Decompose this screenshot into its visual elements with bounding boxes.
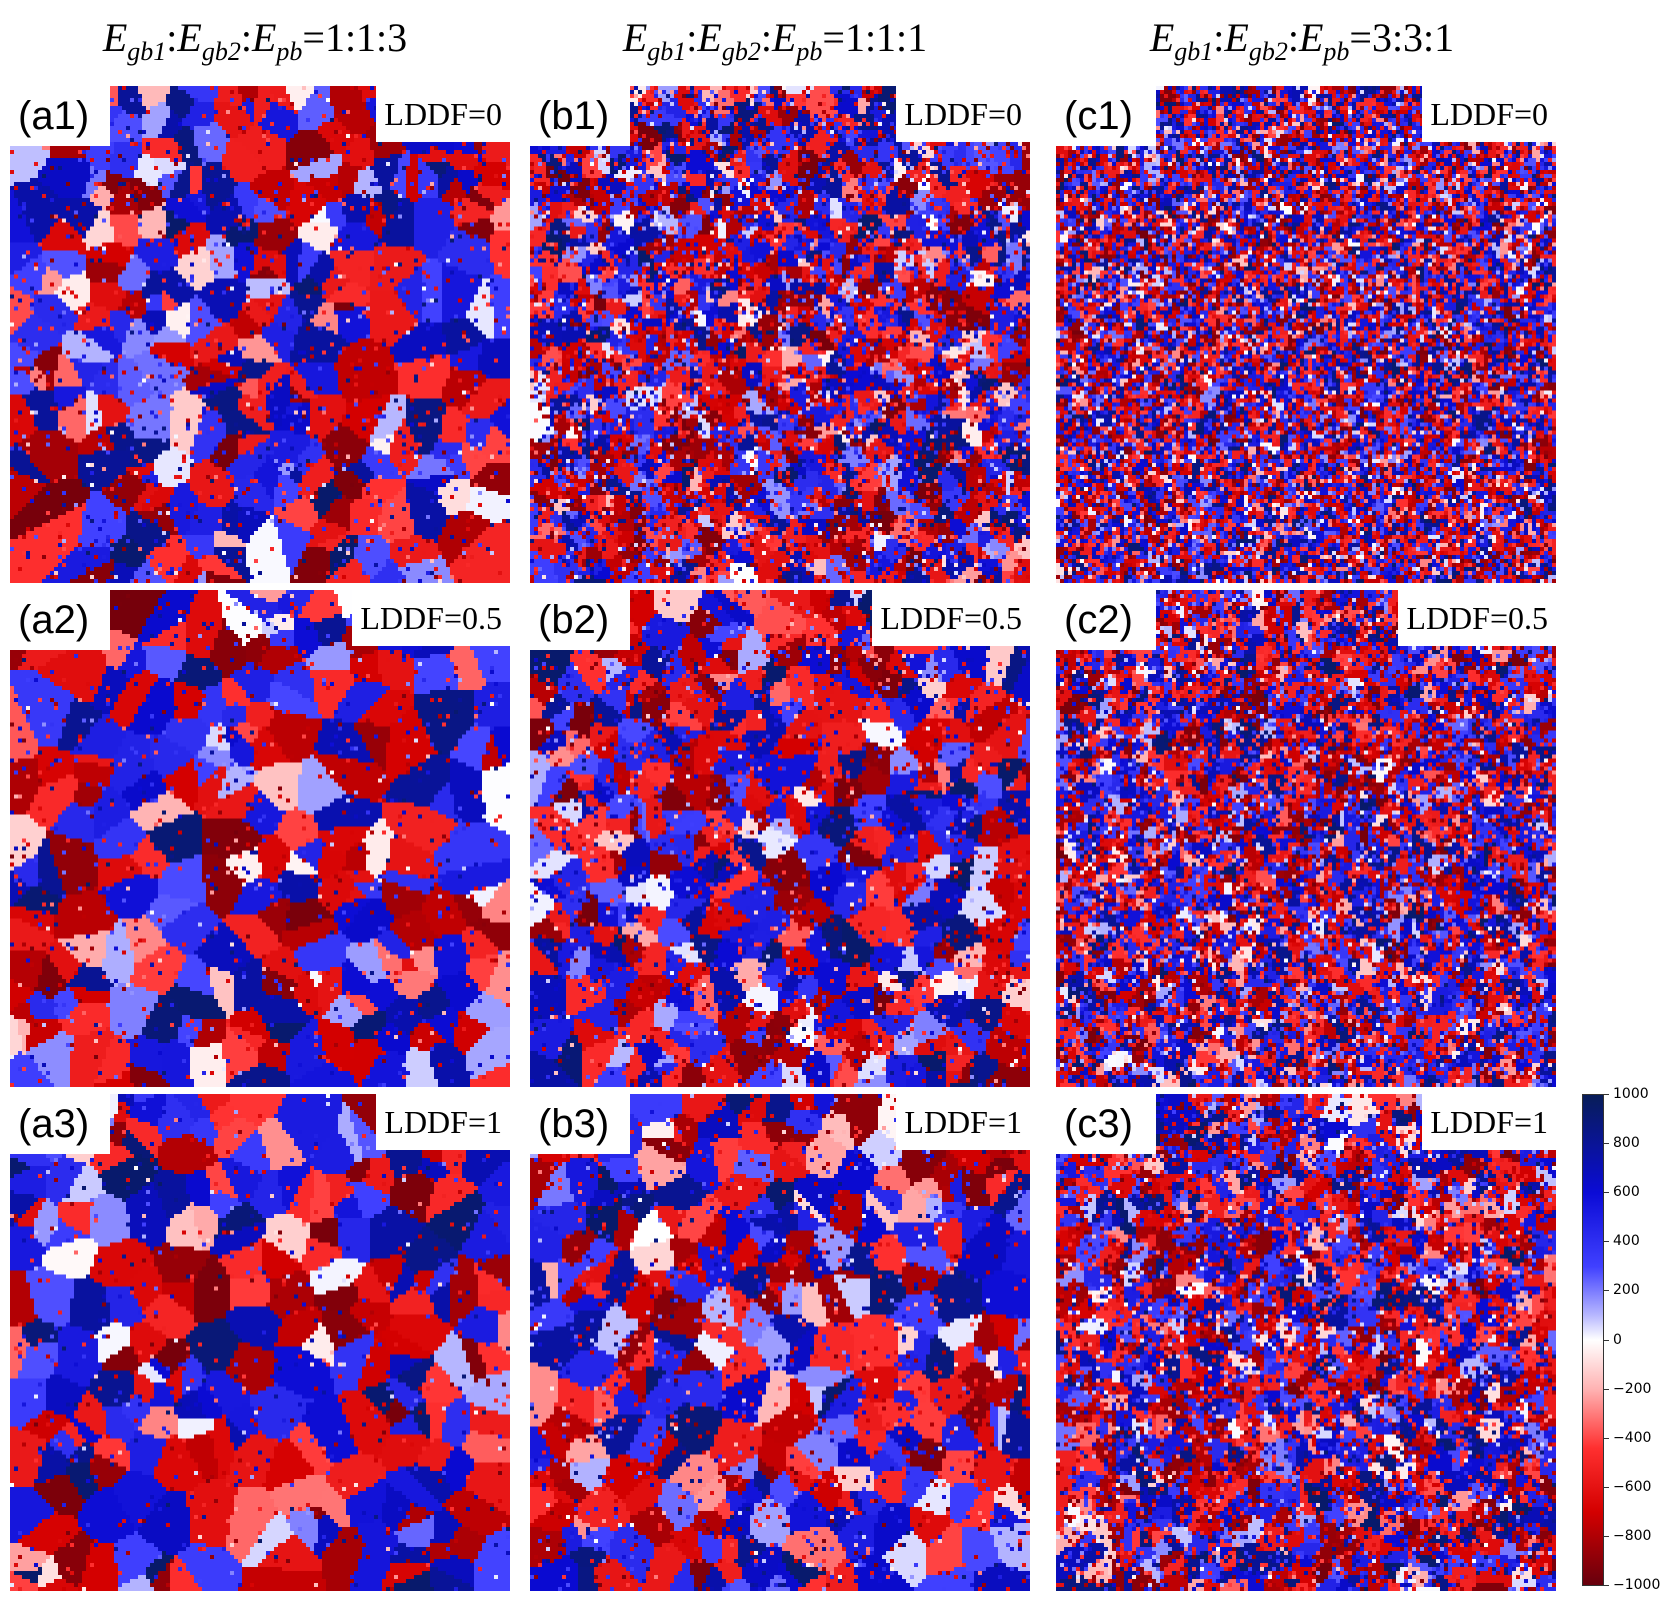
lddf-label: LDDF=0.5 bbox=[352, 590, 510, 646]
heatmap-c1 bbox=[1056, 86, 1556, 583]
colorbar-tick: −200 bbox=[1604, 1381, 1651, 1397]
panel-label: (b3) bbox=[530, 1094, 630, 1154]
heatmap-b1 bbox=[530, 86, 1030, 583]
panel-label: (a2) bbox=[10, 590, 110, 650]
panel-b1: (b1) LDDF=0 bbox=[530, 86, 1030, 583]
heatmap-b2 bbox=[530, 590, 1030, 1087]
panel-c1: (c1) LDDF=0 bbox=[1056, 86, 1556, 583]
panel-label: (c3) bbox=[1056, 1094, 1156, 1154]
lddf-label: LDDF=1 bbox=[1422, 1094, 1556, 1150]
colorbar-tick: 1000 bbox=[1604, 1086, 1649, 1102]
panel-a1: (a1) LDDF=0 bbox=[10, 86, 510, 583]
column-title-1: Egb1:Egb2:Epb=1:1:3 bbox=[102, 15, 408, 66]
lddf-label: LDDF=1 bbox=[376, 1094, 510, 1150]
colorbar-tick: −800 bbox=[1604, 1528, 1651, 1544]
column-title-2: Egb1:Egb2:Epb=1:1:1 bbox=[622, 15, 928, 66]
colorbar-tick: −400 bbox=[1604, 1430, 1651, 1446]
colorbar-tick: 600 bbox=[1604, 1184, 1640, 1200]
panel-c3: (c3) LDDF=1 bbox=[1056, 1094, 1556, 1591]
column-title-3: Egb1:Egb2:Epb=3:3:1 bbox=[1149, 15, 1455, 66]
panel-label: (b2) bbox=[530, 590, 630, 650]
heatmap-a2 bbox=[10, 590, 510, 1087]
colorbar-tick: −600 bbox=[1604, 1479, 1651, 1495]
colorbar-tick: 0 bbox=[1604, 1332, 1622, 1348]
panel-b3: (b3) LDDF=1 bbox=[530, 1094, 1030, 1591]
panel-a2: (a2) LDDF=0.5 bbox=[10, 590, 510, 1087]
panel-label: (a1) bbox=[10, 86, 110, 146]
lddf-label: LDDF=0.5 bbox=[1398, 590, 1556, 646]
panel-b2: (b2) LDDF=0.5 bbox=[530, 590, 1030, 1087]
lddf-label: LDDF=0 bbox=[896, 86, 1030, 142]
colorbar-tick: −1000 bbox=[1604, 1577, 1660, 1593]
heatmap-a3 bbox=[10, 1094, 510, 1591]
colorbar bbox=[1582, 1094, 1604, 1586]
lddf-label: LDDF=1 bbox=[896, 1094, 1030, 1150]
lddf-label: LDDF=0.5 bbox=[872, 590, 1030, 646]
panel-a3: (a3) LDDF=1 bbox=[10, 1094, 510, 1591]
heatmap-c2 bbox=[1056, 590, 1556, 1087]
colorbar-tick: 400 bbox=[1604, 1233, 1640, 1249]
lddf-label: LDDF=0 bbox=[376, 86, 510, 142]
heatmap-c3 bbox=[1056, 1094, 1556, 1591]
panel-c2: (c2) LDDF=0.5 bbox=[1056, 590, 1556, 1087]
panel-label: (c1) bbox=[1056, 86, 1156, 146]
colorbar-tick: 200 bbox=[1604, 1282, 1640, 1298]
panel-label: (c2) bbox=[1056, 590, 1156, 650]
panel-label: (b1) bbox=[530, 86, 630, 146]
heatmap-a1 bbox=[10, 86, 510, 583]
heatmap-b3 bbox=[530, 1094, 1030, 1591]
colorbar-tick: 800 bbox=[1604, 1135, 1640, 1151]
lddf-label: LDDF=0 bbox=[1422, 86, 1556, 142]
panel-label: (a3) bbox=[10, 1094, 110, 1154]
